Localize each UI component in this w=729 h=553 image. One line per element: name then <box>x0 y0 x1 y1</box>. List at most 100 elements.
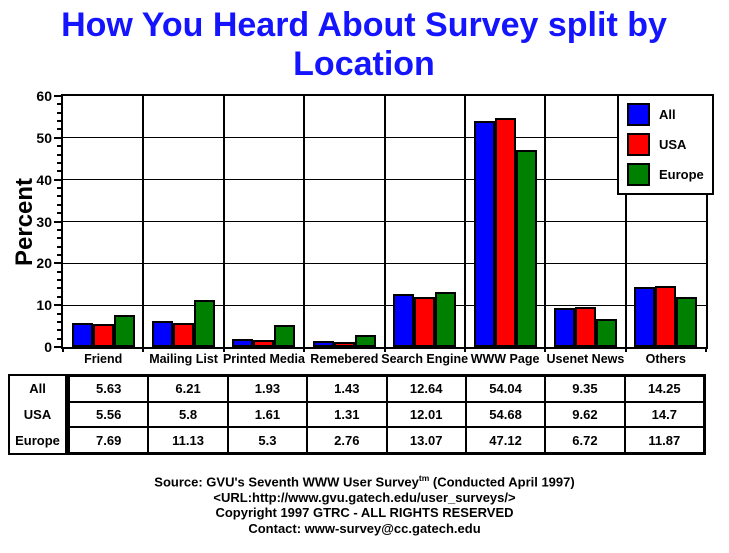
bar-usa-printed-media <box>253 340 275 347</box>
v-gridline-2 <box>222 96 225 347</box>
v-gridline-4 <box>383 96 386 347</box>
x-category-label-search-engine: Search Engine <box>381 351 469 366</box>
table-cell-usa-www-page: 54.68 <box>465 401 546 428</box>
x-boundary-tick-5 <box>463 347 466 352</box>
bar-all-www-page <box>473 120 495 347</box>
y-tick-42 <box>57 170 61 173</box>
v-gridline-6 <box>544 96 547 347</box>
legend-item-europe: Europe <box>627 162 712 186</box>
x-category-label-mailing-list: Mailing List <box>149 351 218 366</box>
table-cell-europe-remebered: 2.76 <box>307 427 387 453</box>
bar-all-printed-media <box>232 338 254 347</box>
x-boundary-tick-0 <box>62 347 64 352</box>
bar-usa-usenet-news <box>574 306 596 347</box>
legend-swatch-usa <box>627 132 650 156</box>
table-cell-usa-mailing-list: 5.8 <box>148 401 228 428</box>
y-tick-12 <box>57 295 61 298</box>
y-tick-52 <box>57 128 61 131</box>
bar-europe-remebered <box>354 335 376 347</box>
y-tick-40 <box>54 178 61 181</box>
y-tick-48 <box>57 145 61 148</box>
bar-usa-search-engine <box>414 296 436 347</box>
table-cell-europe-printed-media: 5.3 <box>227 427 308 453</box>
bar-usa-remebered <box>333 341 355 347</box>
table-cell-all-usenet-news: 9.35 <box>545 376 625 402</box>
x-category-label-printed-media: Printed Media <box>222 351 305 366</box>
y-tick-18 <box>57 270 61 273</box>
table-cell-usa-printed-media: 1.61 <box>227 401 308 428</box>
x-category-label-www-page: WWW Page <box>470 351 540 366</box>
footer-source-line: Source: GVU's Seventh WWW User Surveytm … <box>154 473 575 490</box>
y-tick-34 <box>57 203 61 206</box>
legend: All USA Europe <box>617 94 714 195</box>
bar-usa-mailing-list <box>173 322 195 347</box>
y-tick-6 <box>57 320 61 323</box>
y-tick-0 <box>54 346 61 348</box>
y-tick-30 <box>54 220 61 223</box>
bar-europe-others <box>676 297 698 347</box>
x-category-label-remebered: Remebered <box>310 351 379 366</box>
bar-all-mailing-list <box>152 321 174 347</box>
bar-europe-printed-media <box>274 324 296 347</box>
v-gridline-5 <box>463 96 466 347</box>
footer-copyright-line: Copyright 1997 GTRC - ALL RIGHTS RESERVE… <box>215 505 514 521</box>
table-cell-europe-search-engine: 13.07 <box>386 427 466 453</box>
table-cell-all-friend: 5.63 <box>69 376 149 402</box>
y-tick-54 <box>57 120 61 123</box>
y-tick-46 <box>57 153 61 156</box>
bar-usa-friend <box>92 323 114 347</box>
bar-usa-www-page <box>494 118 516 347</box>
x-boundary-tick-2 <box>222 347 225 352</box>
bar-europe-mailing-list <box>194 300 216 347</box>
x-boundary-tick-3 <box>303 347 306 352</box>
table-cell-usa-search-engine: 12.01 <box>386 401 466 428</box>
legend-label-usa: USA <box>659 136 687 152</box>
y-tick-10 <box>54 304 61 307</box>
footer-url-line: <URL:http://www.gvu.gatech.edu/user_surv… <box>213 489 516 505</box>
page-title: How You Heard About Survey split by Loca… <box>61 6 667 83</box>
y-tick-label-20: 20 <box>36 255 52 272</box>
table-row-label-europe: Europe <box>15 432 60 448</box>
bar-all-search-engine <box>393 294 415 347</box>
y-tick-58 <box>57 103 61 106</box>
table-cell-all-search-engine: 12.64 <box>386 376 466 402</box>
legend-label-europe: Europe <box>659 166 704 182</box>
x-boundary-tick-8 <box>705 347 707 352</box>
x-boundary-tick-6 <box>544 347 547 352</box>
table-row-label-all: All <box>29 381 46 397</box>
data-table: 5.63 6.21 1.93 1.43 12.64 54.04 9.35 14.25 5.56 5… <box>67 374 706 455</box>
v-gridline-7 <box>624 96 627 347</box>
y-tick-label-0: 0 <box>44 339 52 355</box>
tm-superscript: tm <box>418 473 430 483</box>
y-tick-label-10: 10 <box>36 297 52 314</box>
table-row-labels: All USA Europe <box>8 374 67 455</box>
y-tick-28 <box>57 228 61 231</box>
legend-swatch-europe <box>627 162 650 186</box>
legend-item-all: All <box>627 103 712 127</box>
table-cell-usa-remebered: 1.31 <box>307 401 387 428</box>
y-tick-label-30: 30 <box>36 213 52 230</box>
x-category-label-friend: Friend <box>84 351 123 366</box>
bar-europe-friend <box>113 314 135 347</box>
y-tick-label-50: 50 <box>36 129 52 146</box>
y-tick-50 <box>54 136 61 139</box>
y-tick-24 <box>57 245 61 248</box>
bar-all-usenet-news <box>553 307 575 347</box>
y-tick-44 <box>57 161 61 164</box>
footer-contact-line: Contact: www-survey@cc.gatech.edu <box>248 520 481 536</box>
y-tick-36 <box>57 195 61 198</box>
y-tick-4 <box>57 329 61 332</box>
y-tick-26 <box>57 237 61 240</box>
y-tick-20 <box>54 262 61 265</box>
x-boundary-tick-1 <box>142 347 145 352</box>
x-boundary-tick-4 <box>383 347 386 352</box>
legend-swatch-all <box>627 103 650 127</box>
v-gridline-1 <box>142 96 145 347</box>
bar-usa-others <box>655 285 677 347</box>
y-tick-label-40: 40 <box>36 171 52 188</box>
table-cell-usa-usenet-news: 9.62 <box>545 401 625 428</box>
y-tick-label-60: 60 <box>36 88 52 104</box>
footer: Source: GVU's Seventh WWW User Surveytm … <box>0 471 729 536</box>
plot-area <box>61 94 708 349</box>
